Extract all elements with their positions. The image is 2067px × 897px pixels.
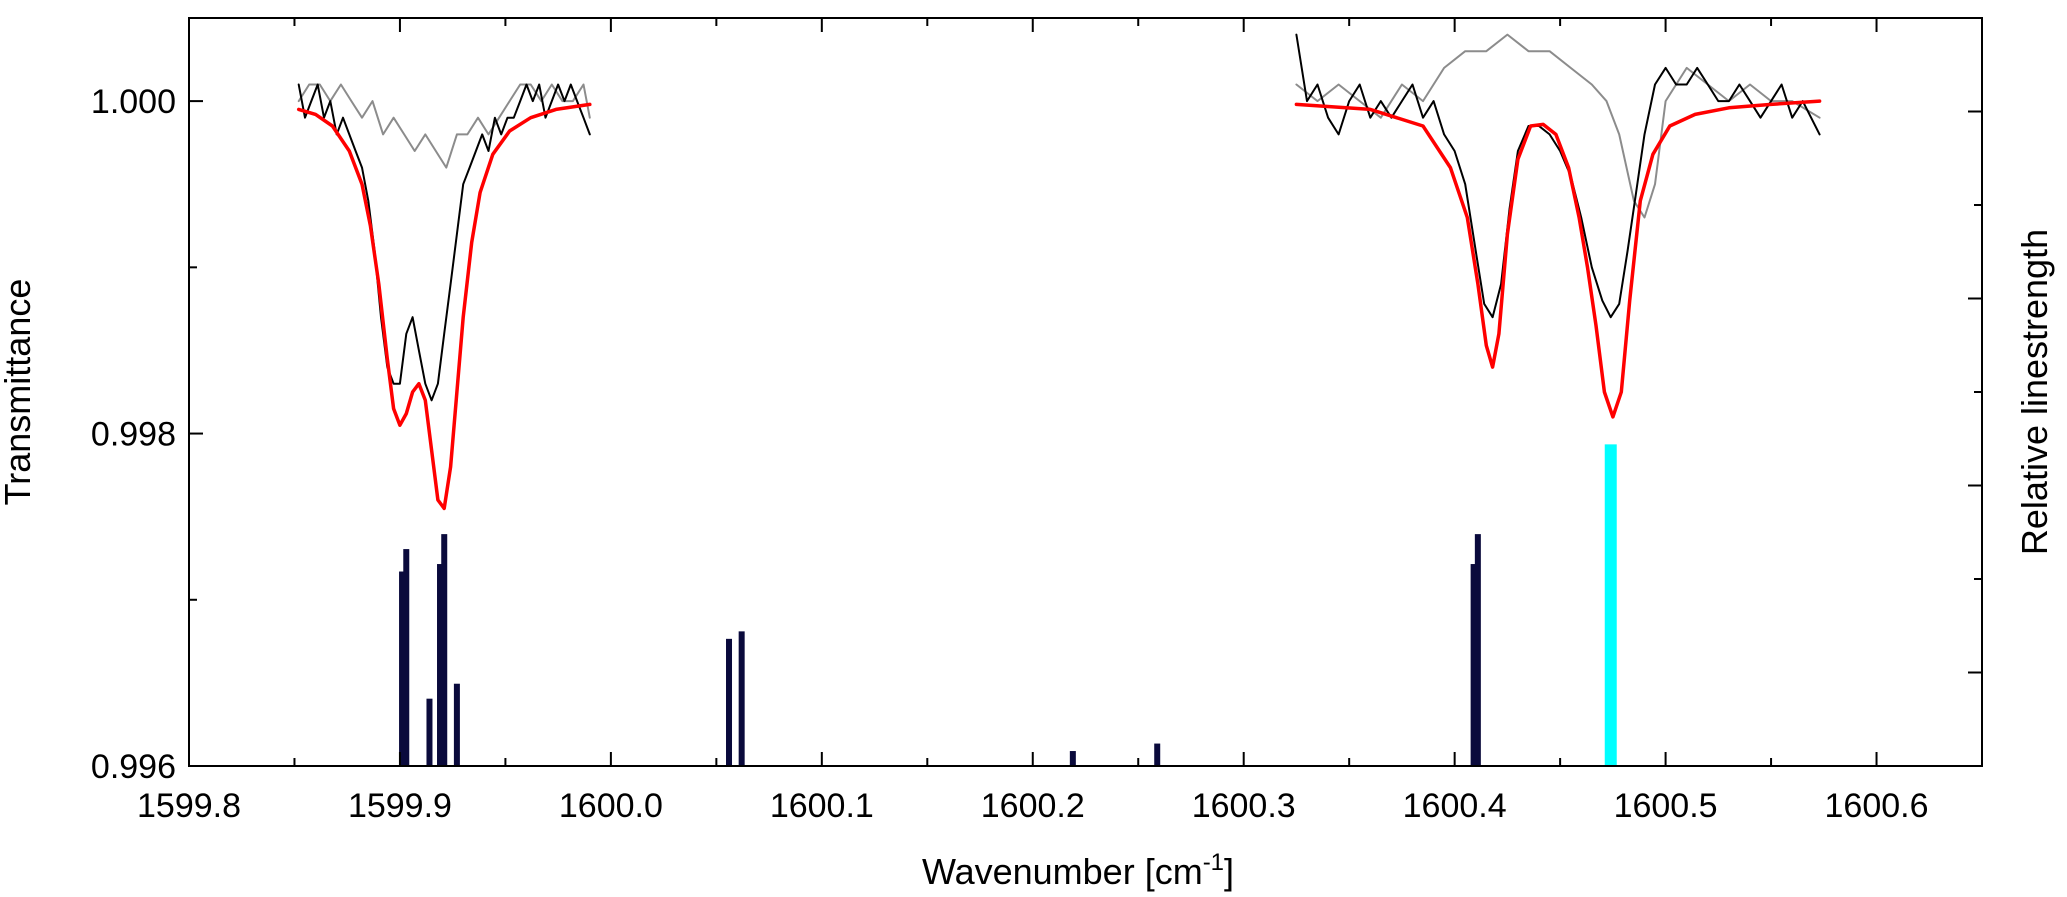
linestrength-stick xyxy=(1069,751,1076,766)
x-tick-label: 1600.4 xyxy=(1403,787,1507,825)
y2-axis-title: Relative linestrength xyxy=(2014,229,2055,555)
linestrength-stick xyxy=(403,549,410,766)
x-axis-title-superscript: -1 xyxy=(1203,849,1224,876)
y-axis-title: Transmittance xyxy=(0,279,38,506)
y-tick-label: 1.000 xyxy=(91,83,176,121)
y-tick-label: 0.998 xyxy=(91,416,176,454)
fit-trace xyxy=(296,102,592,511)
x-axis-title-main: Wavenumber [cm xyxy=(922,851,1203,892)
highlighted-linestrength-stick xyxy=(1604,444,1617,766)
linestrength-stick xyxy=(726,638,733,766)
x-tick-label: 1600.0 xyxy=(559,787,663,825)
reference-trace xyxy=(1295,33,1821,219)
x-tick-label: 1600.3 xyxy=(1192,787,1296,825)
x-tick-label: 1600.1 xyxy=(770,787,874,825)
measured-trace xyxy=(297,83,591,402)
x-tick-label: 1600.2 xyxy=(981,787,1085,825)
linestrength-stick xyxy=(1470,564,1477,766)
y-tick-labels: 0.996 0.998 1.000 xyxy=(91,83,176,786)
reference-trace xyxy=(297,83,591,169)
linestrength-stick xyxy=(441,534,448,766)
x-tick-labels: 1599.8 1599.9 1600.0 1600.1 1600.2 1600.3 1600… xyxy=(137,787,1929,825)
x-tick-label: 1599.8 xyxy=(137,787,241,825)
y-tick-label: 0.996 xyxy=(91,748,176,786)
x-tick-label: 1600.5 xyxy=(1614,787,1718,825)
linestrength-stick xyxy=(738,631,745,766)
linestrength-stick xyxy=(1474,534,1481,766)
spectrum-series xyxy=(296,33,1822,511)
x-tick-label: 1600.6 xyxy=(1825,787,1929,825)
linestrength-sticks xyxy=(399,444,1617,766)
linestrength-stick xyxy=(453,683,460,766)
linestrength-stick xyxy=(1154,743,1161,766)
x-axis-title-end: ] xyxy=(1224,851,1234,892)
x-axis-title: Wavenumber [cm-1] xyxy=(922,849,1234,892)
fit-trace xyxy=(1294,99,1822,419)
linestrength-stick xyxy=(399,571,406,766)
linestrength-stick xyxy=(437,564,444,766)
measured-trace xyxy=(1295,33,1821,319)
axis-ticks xyxy=(188,18,1983,767)
x-tick-label: 1599.9 xyxy=(348,787,452,825)
linestrength-stick xyxy=(426,698,433,766)
